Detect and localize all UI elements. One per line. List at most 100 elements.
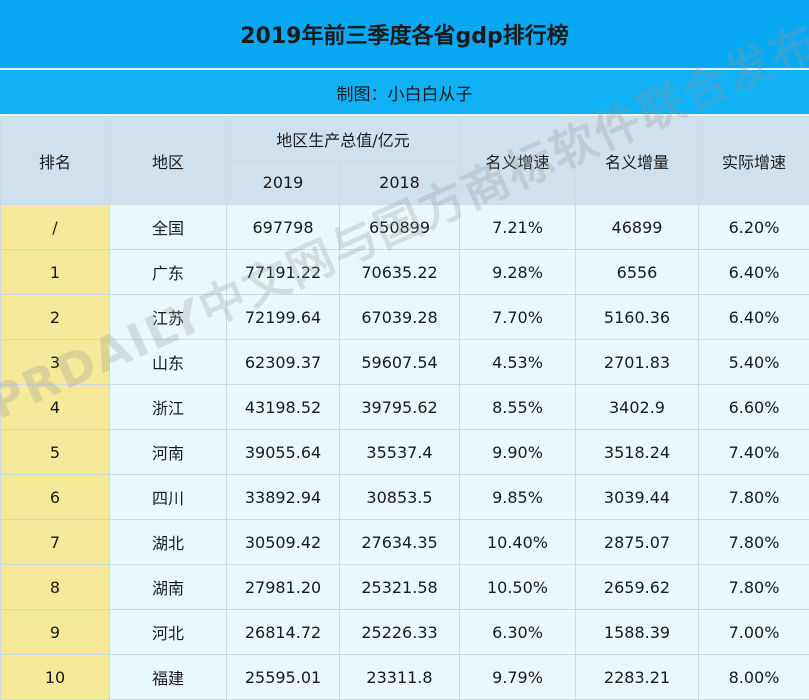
gdp-2018-cell: 23311.8 bbox=[340, 655, 460, 700]
gdp-2018-cell: 650899 bbox=[340, 205, 460, 250]
real-growth-cell: 6.40% bbox=[699, 295, 809, 340]
rank-cell: 8 bbox=[1, 565, 110, 610]
rank-cell: 2 bbox=[1, 295, 110, 340]
gdp-2018-cell: 70635.22 bbox=[340, 250, 460, 295]
real-growth-cell: 7.00% bbox=[699, 610, 809, 655]
real-growth-cell: 7.40% bbox=[699, 430, 809, 475]
header-nominal-increase: 名义增量 bbox=[576, 117, 699, 205]
gdp-2018-cell: 27634.35 bbox=[340, 520, 460, 565]
gdp-2019-cell: 30509.42 bbox=[227, 520, 340, 565]
nominal-growth-cell: 10.50% bbox=[460, 565, 576, 610]
nominal-increase-cell: 5160.36 bbox=[576, 295, 699, 340]
nominal-growth-cell: 8.55% bbox=[460, 385, 576, 430]
rank-cell: 3 bbox=[1, 340, 110, 385]
rank-cell: 5 bbox=[1, 430, 110, 475]
gdp-2018-cell: 25226.33 bbox=[340, 610, 460, 655]
region-cell: 河北 bbox=[110, 610, 227, 655]
region-cell: 河南 bbox=[110, 430, 227, 475]
real-growth-cell: 6.20% bbox=[699, 205, 809, 250]
rank-cell: 7 bbox=[1, 520, 110, 565]
header-real-growth: 实际增速 bbox=[699, 117, 809, 205]
rank-cell: 10 bbox=[1, 655, 110, 700]
real-growth-cell: 6.40% bbox=[699, 250, 809, 295]
region-cell: 湖北 bbox=[110, 520, 227, 565]
region-cell: 湖南 bbox=[110, 565, 227, 610]
nominal-growth-cell: 9.28% bbox=[460, 250, 576, 295]
header-region: 地区 bbox=[110, 117, 227, 205]
header-year-2019: 2019 bbox=[227, 161, 340, 205]
header-nominal-growth: 名义增速 bbox=[460, 117, 576, 205]
gdp-ranking-table: 排名 地区 地区生产总值/亿元 名义增速 名义增量 实际增速 2019 2018… bbox=[0, 116, 809, 700]
nominal-growth-cell: 7.21% bbox=[460, 205, 576, 250]
gdp-2019-cell: 697798 bbox=[227, 205, 340, 250]
rank-cell: 1 bbox=[1, 250, 110, 295]
nominal-increase-cell: 3402.9 bbox=[576, 385, 699, 430]
gdp-2019-cell: 27981.20 bbox=[227, 565, 340, 610]
real-growth-cell: 7.80% bbox=[699, 520, 809, 565]
nominal-increase-cell: 3518.24 bbox=[576, 430, 699, 475]
nominal-growth-cell: 9.85% bbox=[460, 475, 576, 520]
rank-cell: 9 bbox=[1, 610, 110, 655]
nominal-growth-cell: 10.40% bbox=[460, 520, 576, 565]
header-gdp-group: 地区生产总值/亿元 bbox=[227, 117, 460, 161]
real-growth-cell: 5.40% bbox=[699, 340, 809, 385]
nominal-increase-cell: 46899 bbox=[576, 205, 699, 250]
gdp-2018-cell: 35537.4 bbox=[340, 430, 460, 475]
real-growth-cell: 7.80% bbox=[699, 565, 809, 610]
nominal-increase-cell: 2875.07 bbox=[576, 520, 699, 565]
real-growth-cell: 7.80% bbox=[699, 475, 809, 520]
real-growth-cell: 6.60% bbox=[699, 385, 809, 430]
gdp-2019-cell: 25595.01 bbox=[227, 655, 340, 700]
gdp-2019-cell: 77191.22 bbox=[227, 250, 340, 295]
region-cell: 广东 bbox=[110, 250, 227, 295]
header-year-2018: 2018 bbox=[340, 161, 460, 205]
gdp-2019-cell: 39055.64 bbox=[227, 430, 340, 475]
table-header: 排名 地区 地区生产总值/亿元 名义增速 名义增量 实际增速 2019 2018 bbox=[1, 117, 809, 205]
nominal-growth-cell: 6.30% bbox=[460, 610, 576, 655]
gdp-2019-cell: 62309.37 bbox=[227, 340, 340, 385]
gdp-2018-cell: 30853.5 bbox=[340, 475, 460, 520]
region-cell: 四川 bbox=[110, 475, 227, 520]
nominal-increase-cell: 2283.21 bbox=[576, 655, 699, 700]
nominal-increase-cell: 1588.39 bbox=[576, 610, 699, 655]
gdp-2019-cell: 72199.64 bbox=[227, 295, 340, 340]
rank-cell: 6 bbox=[1, 475, 110, 520]
nominal-increase-cell: 2659.62 bbox=[576, 565, 699, 610]
gdp-2019-cell: 33892.94 bbox=[227, 475, 340, 520]
gdp-2019-cell: 26814.72 bbox=[227, 610, 340, 655]
region-cell: 全国 bbox=[110, 205, 227, 250]
nominal-increase-cell: 2701.83 bbox=[576, 340, 699, 385]
rank-cell: / bbox=[1, 205, 110, 250]
nominal-growth-cell: 4.53% bbox=[460, 340, 576, 385]
nominal-increase-cell: 3039.44 bbox=[576, 475, 699, 520]
header-rank: 排名 bbox=[1, 117, 110, 205]
nominal-increase-cell: 6556 bbox=[576, 250, 699, 295]
chart-credit: 制图：小白白从子 bbox=[0, 70, 809, 114]
gdp-2018-cell: 39795.62 bbox=[340, 385, 460, 430]
gdp-2018-cell: 25321.58 bbox=[340, 565, 460, 610]
region-cell: 浙江 bbox=[110, 385, 227, 430]
gdp-2019-cell: 43198.52 bbox=[227, 385, 340, 430]
gdp-2018-cell: 59607.54 bbox=[340, 340, 460, 385]
nominal-growth-cell: 7.70% bbox=[460, 295, 576, 340]
region-cell: 江苏 bbox=[110, 295, 227, 340]
nominal-growth-cell: 9.79% bbox=[460, 655, 576, 700]
nominal-growth-cell: 9.90% bbox=[460, 430, 576, 475]
gdp-2018-cell: 67039.28 bbox=[340, 295, 460, 340]
region-cell: 山东 bbox=[110, 340, 227, 385]
region-cell: 福建 bbox=[110, 655, 227, 700]
real-growth-cell: 8.00% bbox=[699, 655, 809, 700]
rank-cell: 4 bbox=[1, 385, 110, 430]
